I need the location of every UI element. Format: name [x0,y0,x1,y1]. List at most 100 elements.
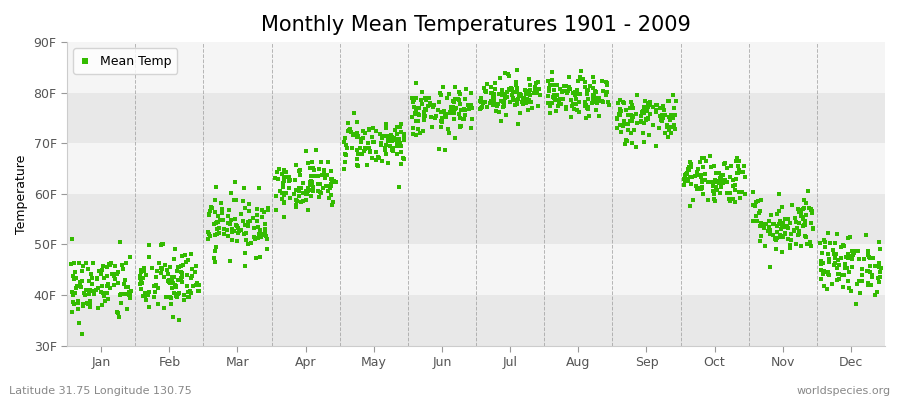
Point [690,168,705,175]
Point [439,111,454,117]
Point [873,246,887,252]
Point [487,91,501,98]
Point [489,108,503,115]
Point [732,189,746,196]
Point [135,279,149,286]
Point [376,133,391,139]
Point [87,291,102,298]
Point [228,179,242,185]
Point [761,224,776,230]
Point [704,179,718,185]
Point [770,210,784,217]
Point [620,138,634,144]
Point [612,111,626,118]
Point [378,133,392,140]
Point [292,193,307,199]
Point [517,100,531,107]
Point [729,170,743,176]
Point [816,260,831,266]
Point [639,117,653,124]
Point [277,166,292,173]
Point [246,215,260,222]
Point [662,98,677,105]
Point [491,101,506,108]
Point [110,271,124,278]
Point [715,176,729,182]
Point [506,89,520,95]
Point [175,279,189,285]
Point [98,298,112,304]
Point [710,187,724,193]
Point [783,244,797,251]
Point [282,178,296,184]
Point [861,282,876,288]
Point [567,106,581,112]
Point [625,113,639,119]
Point [508,89,523,95]
Point [505,92,519,98]
Point [151,285,166,291]
Point [166,280,180,286]
Point [691,184,706,191]
Point [260,246,274,252]
Point [142,241,157,248]
Point [253,254,267,261]
Point [472,98,487,104]
Point [202,211,216,217]
Title: Monthly Mean Temperatures 1901 - 2009: Monthly Mean Temperatures 1901 - 2009 [261,15,691,35]
Point [664,124,679,130]
Point [147,283,161,289]
Point [141,292,156,298]
Point [416,128,430,135]
Point [66,273,80,280]
Point [275,190,290,196]
Point [842,254,856,261]
Point [796,223,810,230]
Point [753,238,768,244]
Point [851,278,866,284]
Point [211,218,225,225]
Point [441,126,455,132]
Point [272,166,286,172]
Point [855,266,869,273]
Point [447,99,462,105]
Point [829,265,843,272]
Point [515,99,529,106]
Point [779,224,794,230]
Point [706,191,721,198]
Point [614,129,628,135]
Point [559,105,573,112]
Point [391,143,405,149]
Point [774,225,788,232]
Point [454,123,468,129]
Point [796,214,810,220]
Point [356,151,370,157]
Point [257,221,272,228]
Point [321,187,336,194]
Point [772,218,787,224]
Point [287,190,302,197]
Point [496,91,510,98]
Point [845,254,859,261]
Point [347,131,362,138]
Point [181,289,195,296]
Point [445,106,459,112]
Point [503,98,517,105]
Point [581,87,596,93]
Point [649,143,663,150]
Point [790,225,805,232]
Point [95,289,110,296]
Point [95,283,110,289]
Point [498,95,512,102]
Point [821,271,835,278]
Point [233,227,248,233]
Point [797,222,812,228]
Point [519,100,534,106]
Point [578,98,592,105]
Point [224,229,238,236]
Point [210,230,224,237]
Point [170,264,184,270]
Point [162,277,176,284]
Point [700,196,715,203]
Point [111,269,125,275]
